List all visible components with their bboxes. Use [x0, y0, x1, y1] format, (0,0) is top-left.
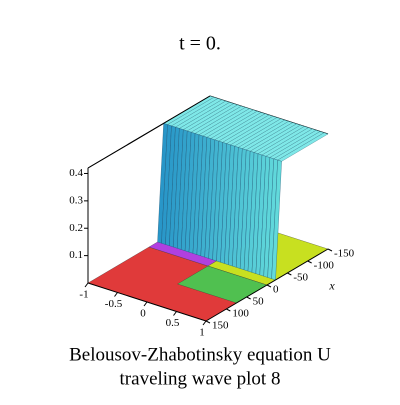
z-tick-label: 0.4 [69, 167, 83, 179]
x-tick [287, 272, 292, 276]
x-axis-label: x [328, 278, 335, 292]
y-tick-label: -1 [79, 289, 88, 301]
x-tick-label: -50 [293, 272, 308, 284]
x-tick-label: 100 [232, 308, 249, 320]
y-tick [202, 320, 207, 326]
x-tick [226, 308, 231, 312]
y-tick [84, 282, 89, 288]
z-tick-label: 0.2 [69, 222, 83, 234]
x-tick-label: -150 [334, 248, 355, 260]
x-tick [307, 260, 312, 264]
box-edge [87, 95, 211, 169]
x-tick-label: -100 [314, 260, 335, 272]
x-tick [266, 284, 272, 288]
z-tick-label: 0.3 [69, 194, 83, 206]
x-tick [205, 320, 211, 324]
x-tick-label: 150 [212, 320, 229, 332]
y-tick [114, 292, 118, 297]
chart-title: t = 0. [179, 33, 221, 55]
y-tick-label: 0.5 [166, 317, 180, 329]
x-tick [246, 296, 251, 300]
caption-line: traveling wave plot 8 [120, 368, 281, 389]
y-tick-label: 1 [199, 327, 205, 339]
y-tick-label: -0.5 [105, 298, 123, 310]
x-tick-label: 50 [253, 296, 265, 308]
y-tick [173, 311, 177, 316]
x-tick [327, 248, 333, 252]
caption-line: Belousov-Zhabotinsky equation U [69, 344, 331, 365]
x-tick-label: 0 [273, 284, 279, 296]
y-tick-label: 0 [140, 308, 146, 320]
z-tick-label: 0.1 [69, 249, 83, 261]
y-tick [143, 301, 148, 307]
